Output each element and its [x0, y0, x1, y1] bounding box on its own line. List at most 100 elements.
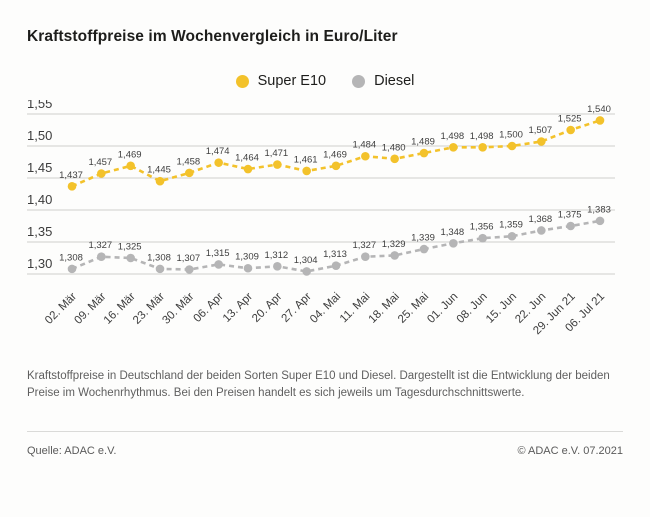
data-point [595, 216, 605, 226]
data-point-label: 1,461 [294, 154, 318, 165]
data-point-label: 1,484 [352, 140, 376, 151]
footer: Quelle: ADAC e.V. © ADAC e.V. 07.2021 [27, 431, 623, 457]
data-point [214, 260, 223, 269]
data-point-label: 1,383 [587, 204, 611, 215]
y-tick-label: 1,35 [27, 224, 52, 239]
data-point-label: 1,480 [382, 142, 406, 153]
y-axis: 1,55 1,50 1,45 1,40 1,35 1,30 [27, 96, 615, 275]
data-point-label: 1,325 [118, 242, 142, 253]
data-point-label: 1,315 [206, 248, 230, 259]
y-tick-label: 1,30 [27, 256, 52, 271]
data-point-label: 1,339 [411, 233, 435, 244]
data-point-label: 1,375 [558, 210, 582, 221]
legend-label-super-e10: Super E10 [257, 73, 327, 89]
x-tick-label: 08. Jun [455, 291, 490, 326]
data-point-label: 1,329 [382, 239, 406, 250]
x-tick-label: 25. Mai [396, 291, 431, 326]
data-point [155, 264, 165, 274]
data-point [126, 253, 135, 263]
source-text: Quelle: ADAC e.V. [27, 445, 117, 457]
legend-item-super-e10: Super E10 [235, 73, 327, 89]
data-point-label: 1,368 [528, 214, 552, 225]
y-tick-label: 1,55 [27, 100, 52, 111]
series-diesel: 1,308 1,327 1,325 1,308 1,307 1,315 1,309 1,312… [59, 204, 611, 276]
y-tick-label: 1,40 [27, 192, 52, 207]
y-tick-label: 1,45 [27, 160, 52, 175]
data-point [273, 262, 282, 271]
x-tick-label: 11. Mai [338, 291, 373, 326]
chart-legend: Super E10 Diesel [0, 73, 650, 89]
data-point-label: 1,474 [206, 146, 230, 157]
data-point-label: 1,308 [147, 252, 171, 263]
data-point-label: 1,458 [176, 156, 200, 167]
data-point [155, 176, 165, 186]
x-tick-label: 02. Mär [43, 291, 79, 327]
data-point-label: 1,498 [470, 131, 494, 142]
data-point-label: 1,437 [59, 170, 83, 181]
data-point [331, 261, 341, 270]
data-point-label: 1,445 [147, 165, 171, 176]
data-point-label: 1,327 [352, 240, 376, 251]
data-point-label: 1,356 [470, 222, 494, 233]
x-tick-label: 04. Mai [308, 291, 343, 326]
data-point [243, 263, 253, 273]
data-point-label: 1,469 [323, 149, 347, 160]
data-point-label: 1,525 [558, 114, 582, 125]
data-point [595, 116, 605, 125]
data-point [302, 267, 311, 276]
data-point-label: 1,309 [235, 252, 259, 263]
series-super-e10: 1,437 1,457 1,469 1,445 1,458 1,474 1,464 1,471… [59, 104, 611, 191]
diesel-marker-icon [352, 74, 366, 88]
data-point-label: 1,348 [440, 227, 464, 238]
data-point-label: 1,507 [528, 125, 552, 136]
x-tick-label: 27. Apr [280, 291, 314, 325]
data-point [390, 251, 399, 260]
copyright-text: © ADAC e.V. 07.2021 [517, 445, 623, 457]
data-point-label: 1,540 [587, 104, 611, 115]
data-point [97, 169, 106, 178]
chart-caption: Kraftstoffpreise in Deutschland der beid… [27, 370, 610, 400]
y-tick-label: 1,50 [27, 128, 52, 143]
data-point [507, 141, 517, 151]
data-point [537, 137, 546, 146]
x-tick-label: 06. Apr [192, 291, 226, 325]
data-point-label: 1,359 [499, 220, 523, 231]
data-point [185, 265, 194, 274]
data-point-label: 1,464 [235, 153, 259, 164]
legend-label-diesel: Diesel [374, 73, 415, 89]
data-point [478, 233, 487, 243]
x-tick-label: 30. Mär [160, 291, 196, 327]
data-point [566, 221, 575, 231]
data-point [97, 252, 106, 262]
data-point [419, 244, 429, 254]
chart-title: Kraftstoffpreise im Wochenvergleich in E… [27, 28, 398, 45]
data-point [537, 226, 546, 235]
data-point-label: 1,312 [264, 250, 288, 261]
super-e10-marker-icon [235, 74, 249, 88]
data-point [507, 231, 517, 241]
x-tick-label: 01. Jun [425, 291, 460, 326]
data-point-label: 1,327 [88, 240, 112, 251]
data-point-label: 1,307 [176, 253, 200, 264]
x-tick-label: 18. Mai [367, 291, 402, 326]
data-point [273, 160, 282, 169]
data-point [331, 161, 341, 171]
data-point [449, 142, 458, 152]
x-tick-label: 15. Jun [484, 291, 519, 326]
data-point [449, 238, 458, 248]
data-point [478, 142, 487, 152]
line-chart: 1,55 1,50 1,45 1,40 1,35 1,30 02. Mär 09. Mär 16… [0, 96, 650, 355]
data-point [214, 158, 223, 167]
data-point [361, 252, 370, 262]
legend-item-diesel: Diesel [352, 73, 414, 89]
x-tick-label: 09. Mär [72, 291, 108, 327]
data-point [185, 168, 194, 178]
data-point [126, 161, 135, 171]
x-tick-label: 20. Apr [250, 291, 284, 325]
data-point [390, 154, 399, 164]
data-point-label: 1,469 [118, 149, 142, 160]
data-point-label: 1,457 [88, 157, 112, 168]
data-point-label: 1,313 [323, 249, 347, 260]
